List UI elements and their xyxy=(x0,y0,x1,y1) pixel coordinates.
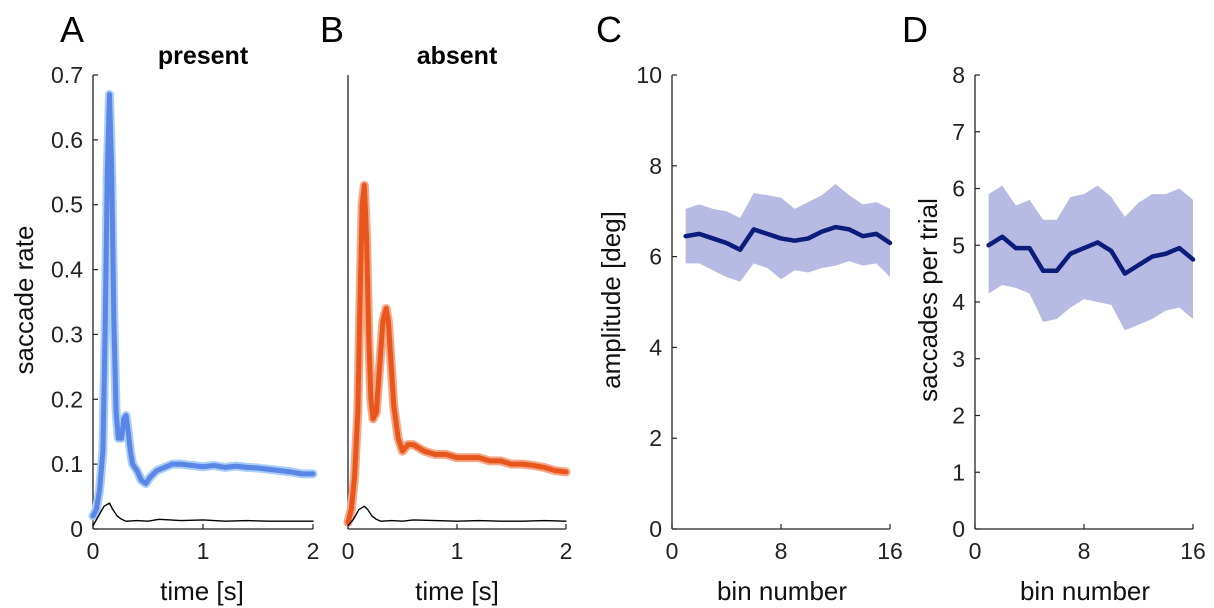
panel-d-plot: 0 8 16 0 1 2 3 4 5 6 7 8 xyxy=(952,62,1206,564)
panel-c-ci-band xyxy=(685,183,890,282)
panel-d-series-0-line xyxy=(986,234,1196,276)
panel-c-ylabel: amplitude [deg] xyxy=(596,211,626,389)
panel-a-plot: 0 1 2 0 0.1 0.2 0.3 0.4 0.5 0.6 0.7 xyxy=(51,62,319,564)
panel-a-series-0-line xyxy=(90,91,316,519)
panel-d-ytick-label: 1 xyxy=(952,459,965,485)
panel-a-ytick-label: 0.6 xyxy=(51,127,83,153)
panel-a-xtick-label: 1 xyxy=(197,538,210,564)
panel-d-ytick-label: 7 xyxy=(952,119,965,145)
panel-a-ytick-label: 0.1 xyxy=(51,451,83,477)
panel-d-ylabel: saccades per trial xyxy=(913,198,943,402)
panel-c-xtick-label: 16 xyxy=(877,538,903,564)
panel-b-plot: 0 1 2 xyxy=(342,75,573,564)
panel-b-xtick-label: 0 xyxy=(342,538,355,564)
panel-d: D saccades per trial bin number 0 8 16 0 1 2 3… xyxy=(902,9,1206,606)
panel-a-ytick-label: 0.3 xyxy=(51,321,83,347)
panel-a: A present saccade rate time [s] 0 1 200.10… xyxy=(9,9,319,606)
panel-a-ylabel: saccade rate xyxy=(9,226,39,375)
panel-b-title: absent xyxy=(417,42,498,70)
panel-a-ytick-label: 0.5 xyxy=(51,192,83,218)
panel-d-ytick-label: 2 xyxy=(952,403,965,429)
panel-c-series-0-line xyxy=(683,224,893,253)
panel-label-d: D xyxy=(902,9,928,50)
panel-b-series-1-line xyxy=(347,505,567,527)
panel-label-c: C xyxy=(596,9,622,50)
panel-c: C amplitude [deg] bin number 0 8 16 0 2 4 6 8 10 xyxy=(596,9,903,606)
panel-c-ytick-label: 10 xyxy=(636,62,662,88)
panel-d-xtick-label: 8 xyxy=(1078,538,1091,564)
panel-d-ytick-label: 6 xyxy=(952,176,965,202)
panel-d-ytick-label: 5 xyxy=(952,232,965,258)
panel-d-xtick-label: 0 xyxy=(969,538,982,564)
panel-a-ytick-label: 0.2 xyxy=(51,386,83,412)
panel-d-ytick-label: 3 xyxy=(952,346,965,372)
panel-a-ytick-label: 0.7 xyxy=(51,62,83,88)
panel-c-ytick-label: 6 xyxy=(649,244,662,270)
panel-d-ytick-label: 4 xyxy=(952,289,965,315)
panel-a-series-1-line xyxy=(92,502,314,527)
panel-a-series-0-shade xyxy=(88,89,318,521)
panel-a-title: present xyxy=(158,42,249,70)
panel-b-xtick-label: 2 xyxy=(560,538,573,564)
panel-c-plot: 0 8 16 0 2 4 6 8 10 xyxy=(636,62,902,564)
panel-a-ytick-label: 0.4 xyxy=(51,257,83,283)
panel-d-ytick-label: 0 xyxy=(952,516,965,542)
panel-c-xtick-label: 8 xyxy=(775,538,788,564)
panel-label-b: B xyxy=(320,9,344,50)
panel-a-ytick-label: 0 xyxy=(70,516,83,542)
panel-d-ytick-label: 8 xyxy=(952,62,965,88)
panel-b-xlabel: time [s] xyxy=(415,576,499,606)
panel-b-series-0-line xyxy=(345,182,569,526)
panel-c-ytick-label: 4 xyxy=(649,334,662,360)
panel-b: B absent time [s] 0 1 2 xyxy=(320,9,572,606)
panel-d-ci-band xyxy=(988,185,1193,331)
panel-a-xlabel: time [s] xyxy=(160,576,244,606)
panel-d-xlabel: bin number xyxy=(1020,576,1150,606)
panel-c-ytick-label: 2 xyxy=(649,425,662,451)
panel-d-xtick-label: 16 xyxy=(1180,538,1206,564)
panel-label-a: A xyxy=(60,9,84,50)
panel-c-ytick-label: 0 xyxy=(649,516,662,542)
panel-c-xtick-label: 0 xyxy=(666,538,679,564)
panel-c-xlabel: bin number xyxy=(717,576,847,606)
panel-c-ytick-label: 8 xyxy=(649,153,662,179)
panel-b-xtick-label: 1 xyxy=(451,538,464,564)
panel-a-xtick-label: 2 xyxy=(307,538,320,564)
panel-a-xtick-label: 0 xyxy=(87,538,100,564)
